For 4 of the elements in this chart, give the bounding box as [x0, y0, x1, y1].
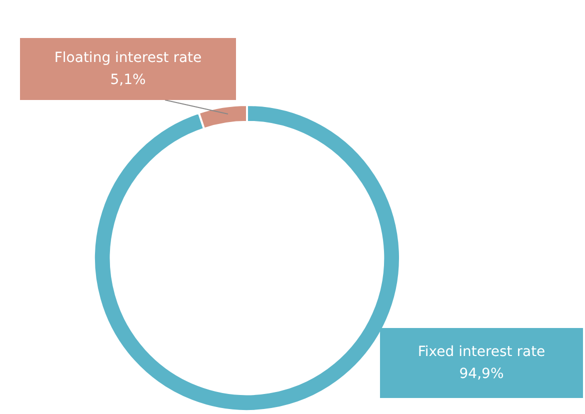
data-label: 5,1% — [110, 72, 146, 88]
data-label: 94,9% — [459, 366, 504, 382]
slice-label: Fixed interest rate — [418, 344, 546, 360]
slice-label: Floating interest rate — [54, 50, 202, 66]
